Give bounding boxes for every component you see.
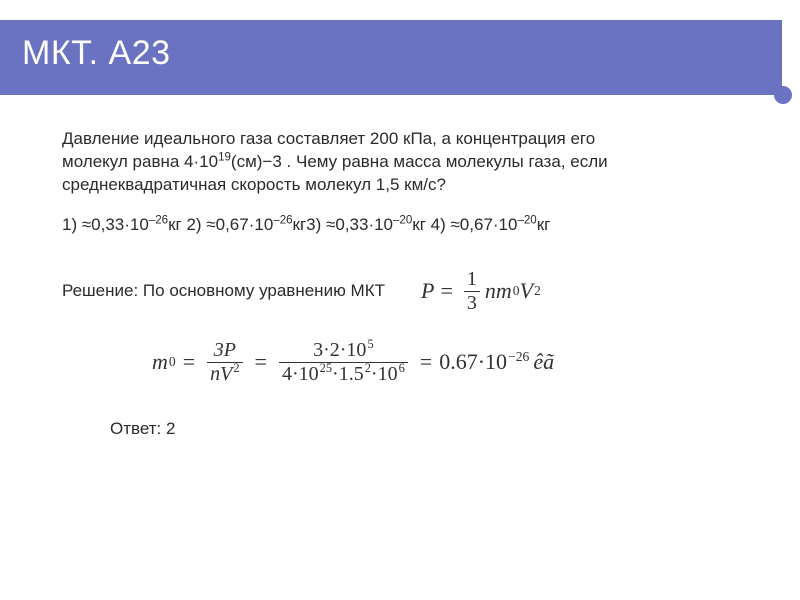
eq1-lhs: P <box>421 278 434 304</box>
problem-line3: среднеквадратичная скорость молекул 1,5 … <box>62 175 446 194</box>
eq2-f2-num: 3·2·105 <box>310 340 377 361</box>
eq1-den: 3 <box>464 293 480 314</box>
title-dot-icon <box>774 86 792 104</box>
solution-row: Решение: По основному уравнению МКТ P = … <box>62 269 760 314</box>
problem-line2b: (см)−3 . Чему равна масса молекулы газа,… <box>231 152 608 171</box>
slide: МКТ. А23 Давление идеального газа состав… <box>0 0 800 600</box>
eq2-frac1: 3P nV2 <box>207 340 242 385</box>
opt1-exp: –26 <box>149 214 168 226</box>
opt2: кг 2) ≈0,67·10 <box>168 215 273 234</box>
problem-exp: 19 <box>218 151 231 163</box>
eq1-rhs-a: nm <box>485 278 512 304</box>
opt2-exp: –26 <box>273 214 292 226</box>
eq1-frac: 1 3 <box>464 269 480 314</box>
opt4: кг 4) ≈0,67·10 <box>412 215 517 234</box>
title-bar: МКТ. А23 <box>0 20 800 92</box>
opt3: кг3) ≈0,33·10 <box>293 215 393 234</box>
slide-title: МКТ. А23 <box>22 34 171 73</box>
equation-2: m0 = 3P nV2 = 3·2·105 4·1025·1.52·106 = … <box>152 340 760 385</box>
opt3-exp: –20 <box>393 214 412 226</box>
eq2-lhs: m <box>152 349 168 375</box>
eq2-f1-num: 3P <box>211 340 239 361</box>
eq2-op1: = <box>183 349 195 375</box>
equation-1: P = 1 3 nm0V2 <box>421 269 541 314</box>
eq2-op3: = <box>420 349 432 375</box>
eq2-unit: êã <box>533 349 554 375</box>
opt1: 1) ≈0,33·10 <box>62 215 149 234</box>
solution-label: Решение: По основному уравнению МКТ <box>62 281 385 301</box>
opt5: кг <box>537 215 551 234</box>
eq1-op: = <box>440 278 452 304</box>
problem-line1: Давление идеального газа составляет 200 … <box>62 129 595 148</box>
answer-options: 1) ≈0,33·10–26кг 2) ≈0,67·10–26кг3) ≈0,3… <box>62 215 760 235</box>
answer-label: Ответ: 2 <box>110 419 760 439</box>
eq1-num: 1 <box>464 269 480 290</box>
eq2-res: 0.67·10−26 <box>439 349 529 375</box>
problem-text: Давление идеального газа составляет 200 … <box>62 128 760 197</box>
opt4-exp: –20 <box>517 214 536 226</box>
eq2-frac2: 3·2·105 4·1025·1.52·106 <box>279 340 408 385</box>
eq1-rhs-b: V <box>520 278 533 304</box>
eq2-f2-den: 4·1025·1.52·106 <box>279 364 408 385</box>
eq2-op2: = <box>255 349 267 375</box>
slide-body: Давление идеального газа составляет 200 … <box>62 128 760 439</box>
eq2-f1-den: nV2 <box>207 364 242 385</box>
problem-line2a: молекул равна 4·10 <box>62 152 218 171</box>
title-underline <box>0 92 782 95</box>
